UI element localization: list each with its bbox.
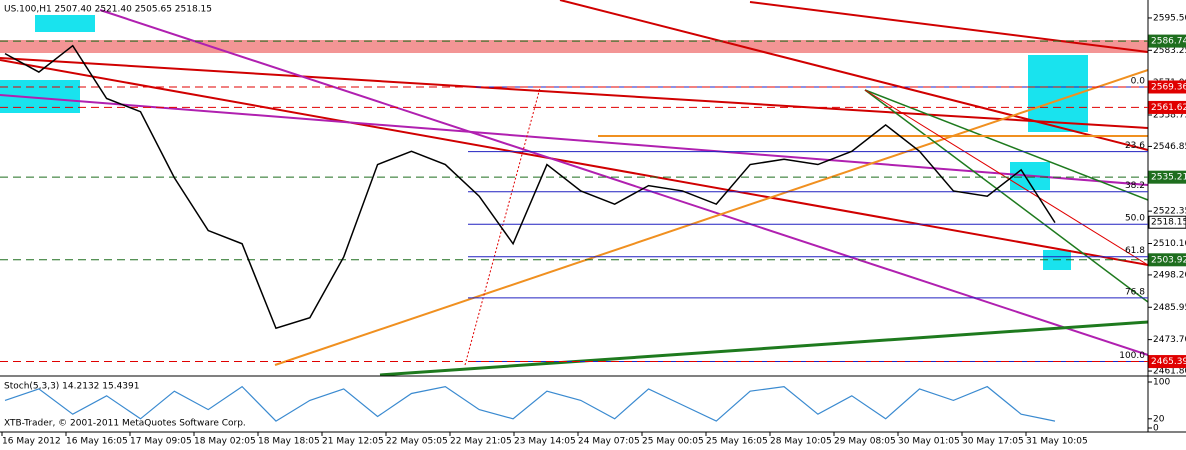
level-box: [1148, 215, 1186, 229]
indicator-title: Stoch(5,3,3) 14.2132 15.4391: [4, 382, 139, 392]
trend-line: [749, 1, 1149, 53]
price-line: [4, 44, 1056, 330]
y-tick-label: 100: [1153, 378, 1170, 388]
fibo-label: 0.0: [1131, 76, 1146, 86]
level-label: 2561.62: [1151, 103, 1186, 113]
y-tick-label: 20: [1153, 414, 1165, 424]
y-tick-label: 0: [1153, 424, 1159, 434]
y-tick-label: 2583.25: [1153, 46, 1186, 56]
trend-line: [379, 320, 1149, 377]
resistance-zone: [0, 40, 1148, 53]
y-tick-label: 2595.50: [1153, 13, 1186, 23]
trend-line: [0, 94, 1149, 186]
copyright: XTB-Trader, © 2001-2011 MetaQuotes Softw…: [4, 419, 246, 429]
x-tick-label: 21 May 12:05: [322, 437, 384, 447]
x-tick-label: 22 May 21:05: [450, 437, 512, 447]
x-tick-label: 18 May 18:05: [258, 437, 320, 447]
fibo-label: 100.0: [1119, 351, 1145, 361]
fibo-label: 76.8: [1125, 287, 1145, 297]
level-label: 2569.36: [1151, 82, 1186, 92]
y-tick-label: 2546.85: [1153, 142, 1186, 152]
x-tick-label: 28 May 10:05: [770, 437, 832, 447]
y-tick-label: 2510.10: [1153, 239, 1186, 249]
level-label: 2465.39: [1151, 357, 1186, 367]
stoch-line: [4, 385, 1056, 422]
level-box: [1148, 355, 1186, 369]
level-box: [1148, 34, 1186, 48]
x-tick-label: 17 May 09:05: [130, 437, 192, 447]
trend-line: [0, 59, 1149, 266]
x-tick-label: 29 May 08:05: [834, 437, 896, 447]
x-tick-label: 31 May 10:05: [1026, 437, 1088, 447]
level-box: [1148, 100, 1186, 114]
x-tick-label: 30 May 17:05: [962, 437, 1024, 447]
level-label: 2535.21: [1151, 173, 1186, 183]
x-tick-label: 25 May 00:05: [642, 437, 704, 447]
chart-title: US.100,H1 2507.40 2521.40 2505.65 2518.1…: [4, 5, 212, 15]
x-tick-label: 18 May 02:05: [194, 437, 256, 447]
y-tick-label: 2473.70: [1153, 335, 1186, 345]
fibo-label: 50.0: [1125, 214, 1145, 224]
y-tick-label: 2522.35: [1153, 207, 1186, 217]
x-tick-label: 22 May 05:05: [386, 437, 448, 447]
level-label: 2586.74: [1151, 37, 1186, 47]
y-tick-label: 2558.75: [1153, 111, 1186, 121]
level-box: [1148, 253, 1186, 267]
fibo-label: 61.8: [1125, 246, 1145, 256]
level-box: [1148, 80, 1186, 94]
trend-lines: [0, 0, 1149, 377]
x-tick-label: 23 May 14:05: [514, 437, 576, 447]
x-tick-label: 24 May 07:05: [578, 437, 640, 447]
trend-line: [0, 57, 1149, 129]
trend-line: [274, 69, 1149, 366]
fibo-label: 38.2: [1125, 181, 1145, 191]
level-label: 2503.92: [1151, 255, 1186, 265]
x-tick-label: 30 May 01:05: [898, 437, 960, 447]
level-label: 2518.15: [1151, 218, 1186, 228]
x-tick-label: 25 May 16:05: [706, 437, 768, 447]
highlight-box: [35, 15, 95, 32]
x-tick-label: 16 May 16:05: [66, 437, 128, 447]
fibo-label: 23.6: [1125, 141, 1145, 151]
y-tick-label: 2498.20: [1153, 270, 1186, 280]
x-tick-label: 16 May 2012: [2, 437, 61, 447]
trend-line: [864, 89, 1149, 303]
y-tick-label: 2485.95: [1153, 303, 1186, 313]
y-tick-label: 2461.80: [1153, 367, 1186, 377]
trend-line: [864, 89, 1149, 201]
level-box: [1148, 170, 1186, 184]
trend-line: [559, 0, 1149, 151]
